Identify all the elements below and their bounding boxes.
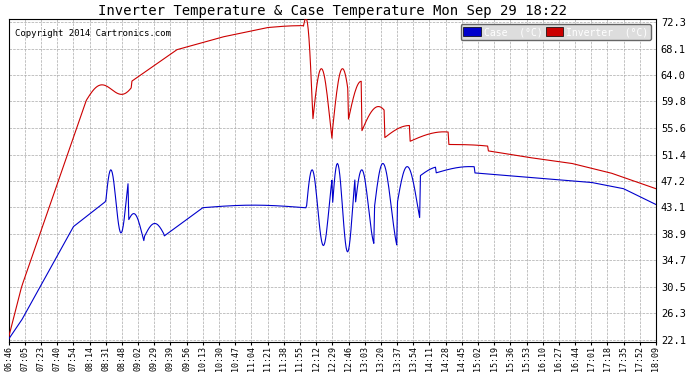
Title: Inverter Temperature & Case Temperature Mon Sep 29 18:22: Inverter Temperature & Case Temperature … bbox=[98, 4, 566, 18]
Text: Copyright 2014 Cartronics.com: Copyright 2014 Cartronics.com bbox=[15, 29, 171, 38]
Legend: Case  (°C), Inverter  (°C): Case (°C), Inverter (°C) bbox=[460, 24, 651, 40]
